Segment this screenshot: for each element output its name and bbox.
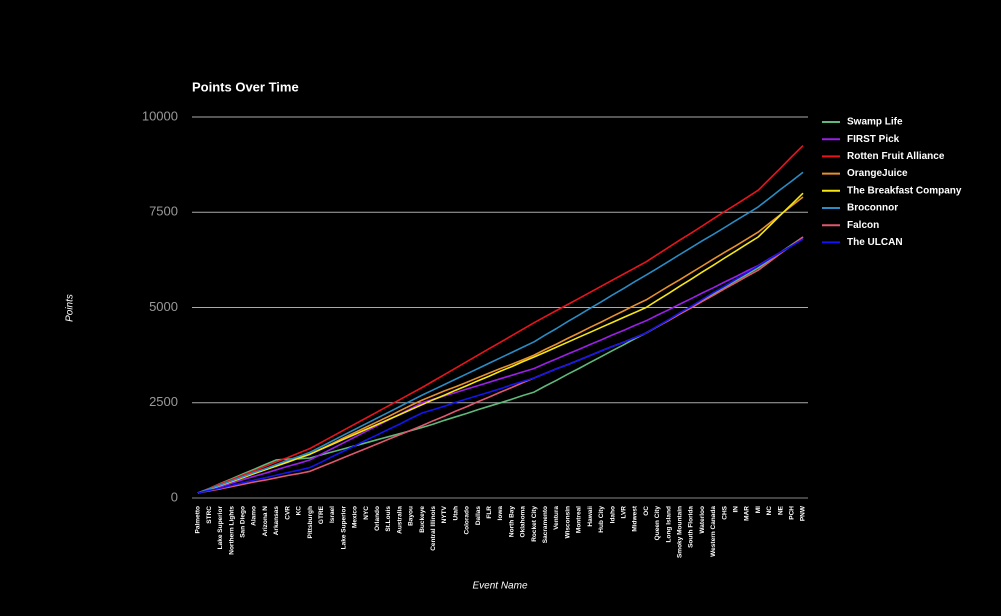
y-tick-label: 0: [171, 489, 178, 504]
series-line: [197, 145, 804, 494]
y-tick-label: 2500: [149, 394, 178, 409]
x-tick-label: Rocket City: [531, 506, 538, 542]
x-tick-label: PNW: [800, 505, 807, 521]
x-tick-label: Smoky Mountain: [676, 506, 683, 558]
legend-label: FIRST Pick: [847, 134, 900, 145]
y-tick-label: 5000: [149, 299, 178, 314]
x-tick-label: Orlando: [374, 506, 381, 531]
legend-label: OrangeJuice: [847, 168, 908, 179]
x-tick-label: NYC: [363, 506, 370, 520]
x-tick-label: CVR: [284, 506, 291, 520]
x-tick-label: PCH: [789, 506, 796, 520]
chart-title: Points Over Time: [192, 79, 299, 94]
x-tick-label: NYTV: [441, 505, 448, 523]
x-tick-label: Pittsburgh: [307, 506, 314, 539]
x-tick-label: MAR: [744, 506, 751, 521]
x-tick-label: CHS: [721, 505, 728, 519]
x-tick-label: Mexico: [352, 506, 359, 528]
x-tick-label: Oklahoma: [520, 506, 527, 538]
x-tick-label: Montreal: [576, 506, 583, 533]
x-tick-label: Western Canada: [710, 506, 717, 557]
x-tick-label: North Bay: [508, 506, 515, 537]
y-tick-label: 10000: [142, 108, 178, 123]
x-tick-label: Arkansas: [273, 506, 280, 536]
x-tick-label: Ventura: [553, 506, 560, 530]
x-tick-label: Central Illinois: [430, 506, 437, 551]
series-line: [197, 238, 804, 494]
series-line: [197, 192, 804, 494]
x-tick-label: FLR: [486, 506, 493, 519]
x-tick-label: Lake Superior: [217, 506, 224, 550]
legend-label: The ULCAN: [847, 237, 903, 248]
x-tick-label: Waterloo: [699, 506, 706, 534]
series-line: [197, 238, 804, 494]
legend-label: Swamp Life: [847, 117, 903, 128]
legend-label: The Breakfast Company: [847, 185, 962, 196]
legend-label: Falcon: [847, 220, 879, 231]
legend-label: Rotten Fruit Alliance: [847, 151, 945, 162]
x-tick-label: Australia: [396, 506, 403, 534]
x-tick-label: Idaho: [609, 506, 616, 523]
x-tick-label: NE: [777, 505, 784, 515]
x-tick-label: Hawaii: [587, 506, 594, 527]
x-tick-label: Hub City: [598, 506, 605, 533]
x-tick-label: OC: [643, 506, 650, 516]
x-tick-label: Northern Lights: [228, 506, 235, 555]
x-tick-label: South Florida: [688, 506, 695, 548]
x-tick-label: KC: [296, 506, 303, 516]
y-tick-label: 7500: [149, 204, 178, 219]
x-tick-label: Buckeye: [419, 506, 426, 533]
x-tick-label: St.Louis: [385, 506, 392, 532]
legend-label: Broconnor: [847, 203, 898, 214]
x-tick-label: Wisconsin: [564, 506, 571, 538]
x-tick-label: Sacramento: [542, 506, 549, 543]
x-tick-label: Palmetto: [195, 506, 202, 533]
x-tick-label: IN: [732, 506, 739, 513]
x-tick-label: Queen City: [654, 506, 661, 541]
x-tick-label: Arizona N: [262, 506, 269, 537]
x-tick-label: LVR: [620, 506, 627, 519]
x-tick-label: Israel: [329, 506, 336, 523]
x-tick-label: GTRE: [318, 505, 325, 524]
x-tick-label: Bayou: [408, 506, 415, 526]
x-tick-label: Long Island: [665, 506, 672, 543]
x-tick-label: Midwest: [632, 505, 639, 531]
x-axis-label: Event Name: [472, 581, 527, 592]
series-line: [197, 236, 804, 494]
x-tick-label: Utah: [452, 506, 459, 520]
x-tick-label: Lake Superior: [340, 506, 347, 550]
x-tick-label: Iowa: [497, 506, 504, 521]
x-tick-label: STRC: [206, 506, 213, 524]
x-tick-label: Dallas: [475, 506, 482, 526]
x-tick-label: NC: [766, 506, 773, 516]
x-tick-label: Alamo: [251, 506, 258, 526]
series-line: [197, 171, 804, 494]
y-axis-label: Points: [65, 294, 76, 322]
x-tick-label: Colorado: [464, 506, 471, 535]
x-tick-label: San Diego: [240, 506, 247, 538]
x-tick-label: MI: [755, 506, 762, 513]
